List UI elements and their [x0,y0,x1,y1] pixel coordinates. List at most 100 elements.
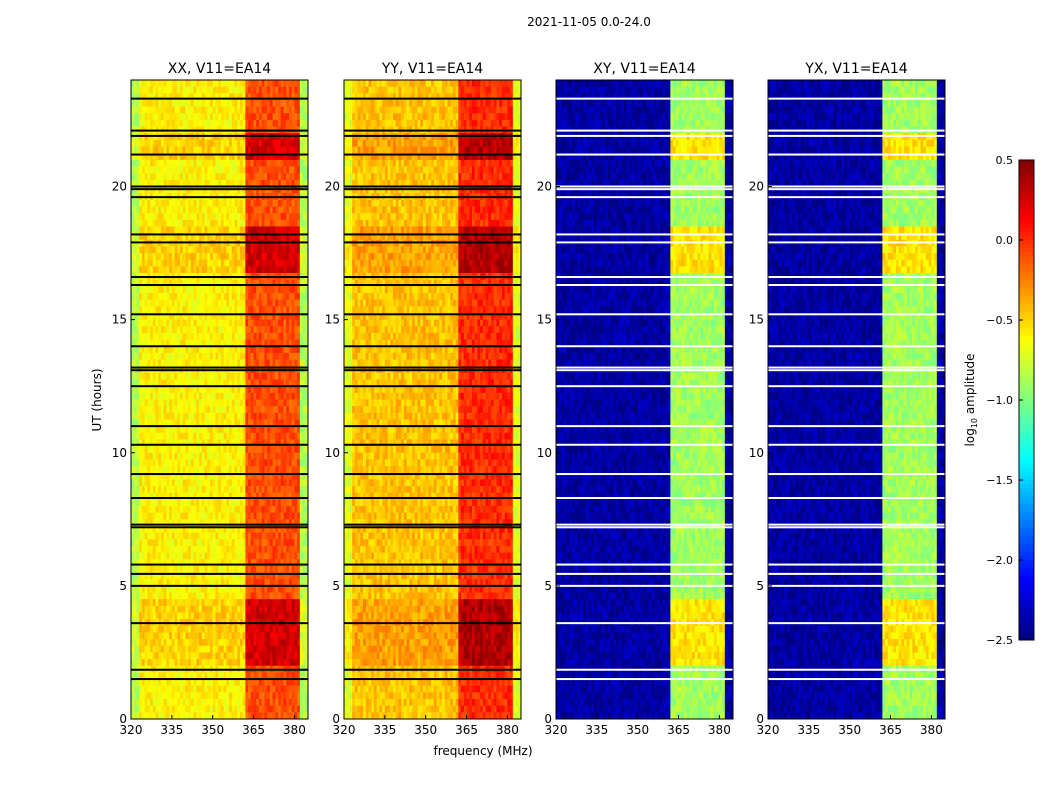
heatmap-cell [267,412,271,420]
heatmap-cell [256,226,260,234]
heatmap-cell [223,206,227,214]
heatmap-cell [150,346,154,354]
heatmap-cell [239,346,244,354]
heatmap-cell [174,512,178,520]
heatmap-cell [294,226,298,234]
heatmap-cell [131,119,135,127]
heatmap-cell [196,279,200,287]
heatmap-cell [150,139,154,147]
heatmap-cell [305,179,309,187]
heatmap-cell [253,80,257,88]
heatmap-cell [239,532,244,540]
heatmap-cell [180,352,184,360]
heatmap-cell [245,379,249,387]
heatmap-cell [294,86,298,94]
heatmap-cell [160,213,165,221]
heatmap-cell [196,319,200,327]
heatmap-cell [212,552,216,560]
heatmap-cell [269,146,273,154]
heatmap-cell [180,452,184,460]
heatmap-cell [169,572,173,580]
heatmap-cell [253,525,257,534]
heatmap-cell [131,399,135,407]
heatmap-cell [207,399,211,407]
heatmap-cell [155,499,159,507]
heatmap-cell [185,579,189,587]
heatmap-cell [199,419,203,427]
heatmap-cell [237,312,241,321]
heatmap-cell [305,486,309,494]
heatmap-cell [272,153,276,161]
heatmap-cell [180,306,184,314]
heatmap-cell [242,259,246,267]
heatmap-cell [288,379,293,387]
heatmap-cell [190,406,195,414]
heatmap-cell [248,293,252,301]
heatmap-cell [231,545,235,553]
heatmap-cell [163,179,167,187]
heatmap-cell [163,486,167,494]
heatmap-cell [144,226,148,234]
heatmap-cell [278,585,282,593]
heatmap-cell [185,259,189,267]
heatmap-cell [136,459,140,467]
heatmap-cell [199,226,203,234]
heatmap-cell [141,519,146,527]
heatmap-cell [185,486,189,494]
heatmap-cell [207,233,211,241]
heatmap-cell [147,113,151,121]
heatmap-cell [150,406,154,414]
heatmap-cell [223,446,227,454]
heatmap-cell [207,386,211,394]
heatmap-cell [226,299,230,307]
heatmap-cell [299,532,303,540]
heatmap-cell [177,399,181,407]
heatmap-cell [269,466,273,474]
heatmap-cell [302,339,306,347]
heatmap-cell [220,552,224,560]
heatmap-cell [193,99,197,108]
heatmap-cell [272,219,276,227]
heatmap-cell [294,80,298,88]
heatmap-cell [144,86,148,94]
heatmap-cell [253,259,257,267]
heatmap-cell [275,525,279,534]
heatmap-cell [147,439,151,447]
heatmap-cell [231,372,235,380]
heatmap-cell [239,386,244,394]
heatmap-cell [231,226,235,234]
heatmap-cell [223,466,227,474]
heatmap-cell [136,486,140,494]
heatmap-cell [152,153,156,161]
heatmap-cell [286,113,290,121]
heatmap-cell [264,486,268,494]
heatmap-cell [131,499,135,507]
heatmap-cell [299,166,303,174]
heatmap-cell [294,399,298,407]
heatmap-cell [269,119,273,127]
heatmap-cell [278,579,282,587]
heatmap-cell [258,359,263,367]
heatmap-cell [229,359,233,367]
heatmap-cell [229,499,233,507]
heatmap-cell [207,86,211,94]
heatmap-cell [229,352,233,360]
heatmap-cell [204,386,208,394]
heatmap-cell [239,139,244,147]
heatmap-cell [185,459,189,467]
heatmap-cell [160,266,165,274]
heatmap-cell [155,559,159,567]
heatmap-cell [302,579,306,587]
heatmap-cell [196,386,200,394]
heatmap-cell [180,532,184,540]
heatmap-cell [258,293,263,301]
heatmap-cell [131,213,135,221]
heatmap-cell [267,332,271,340]
heatmap-cell [275,199,279,207]
heatmap-cell [264,113,268,121]
heatmap-cell [204,99,208,108]
heatmap-cell [193,585,197,593]
heatmap-cell [305,472,309,480]
heatmap-cell [204,253,208,261]
heatmap-cell [248,572,252,580]
